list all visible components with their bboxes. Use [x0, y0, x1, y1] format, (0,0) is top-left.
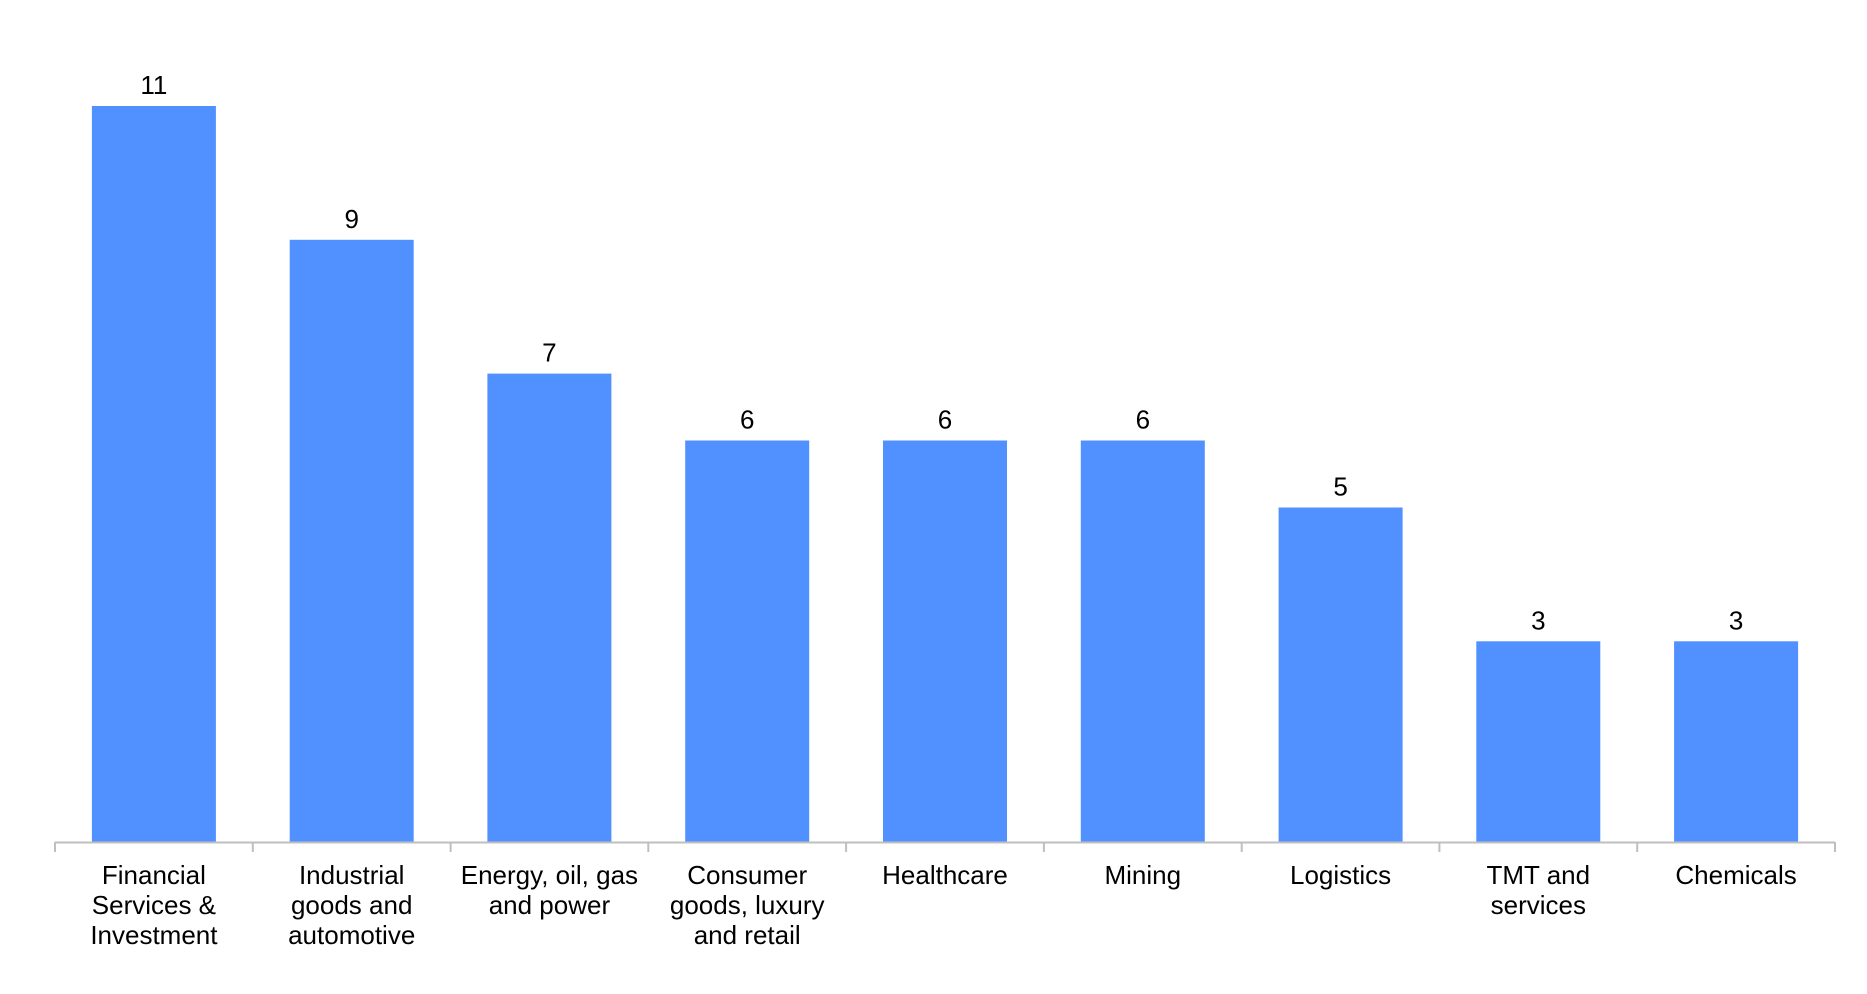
- data-label-3: 6: [740, 405, 754, 435]
- x-axis: [54, 841, 1836, 852]
- category-label-line: Mining: [1105, 860, 1182, 890]
- bars-group: [91, 106, 1799, 843]
- bar-7: [1476, 641, 1601, 842]
- bar-4: [883, 440, 1007, 842]
- data-label-2: 7: [542, 338, 556, 368]
- category-label-7: TMT and services: [1487, 860, 1591, 920]
- category-label-line: Financial: [102, 860, 206, 890]
- category-label-2: Energy, oil, gas and power: [461, 860, 638, 920]
- category-label-line: Healthcare: [882, 860, 1008, 890]
- bar-8: [1674, 641, 1799, 842]
- bar-3: [685, 440, 810, 842]
- bar-1: [289, 239, 414, 843]
- category-label-line: automotive: [288, 920, 415, 950]
- category-label-8: Chemicals: [1675, 860, 1796, 890]
- category-label-line: Industrial: [299, 860, 405, 890]
- category-label-line: services: [1491, 890, 1586, 920]
- bar-5: [1080, 440, 1205, 842]
- category-label-0: Financial Services & Investment: [90, 860, 218, 950]
- data-label-5: 6: [1136, 405, 1150, 435]
- category-label-line: and power: [489, 890, 611, 920]
- category-label-line: goods, luxury: [670, 890, 825, 920]
- value-labels-group: 11 9 7 6 6 6 5 3 3: [140, 70, 1743, 635]
- data-label-4: 6: [938, 405, 952, 435]
- bar-0: [91, 106, 216, 842]
- bar-6: [1278, 507, 1403, 842]
- category-label-line: and retail: [694, 920, 801, 950]
- category-label-line: Energy, oil, gas: [461, 860, 638, 890]
- category-label-1: Industrial goods and automotive: [288, 860, 415, 950]
- category-label-line: Investment: [90, 920, 218, 950]
- data-label-8: 3: [1729, 605, 1743, 635]
- bar-2: [487, 373, 612, 842]
- data-label-7: 3: [1531, 605, 1545, 635]
- category-label-line: Services &: [92, 890, 216, 920]
- data-label-1: 9: [344, 204, 358, 234]
- category-label-5: Mining: [1105, 860, 1182, 890]
- category-label-line: Logistics: [1290, 860, 1391, 890]
- category-label-3: Consumer goods, luxury and retail: [670, 860, 825, 950]
- data-label-6: 5: [1333, 472, 1347, 502]
- category-label-line: goods and: [291, 890, 412, 920]
- category-label-6: Logistics: [1290, 860, 1391, 890]
- category-label-line: Consumer: [687, 860, 807, 890]
- category-label-4: Healthcare: [882, 860, 1008, 890]
- category-label-line: Chemicals: [1675, 860, 1796, 890]
- data-label-0: 11: [140, 70, 167, 100]
- category-label-line: TMT and: [1487, 860, 1591, 890]
